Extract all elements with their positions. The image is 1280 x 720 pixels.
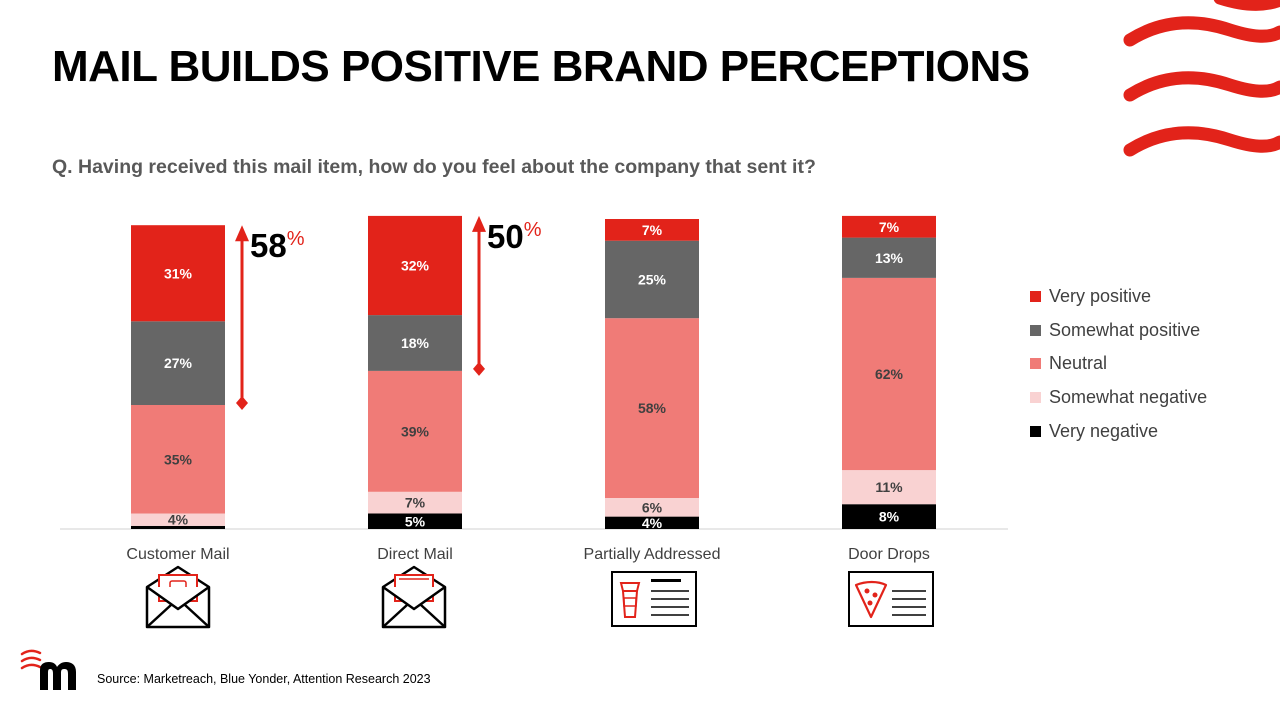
legend-item-neutral: Neutral [1030, 347, 1207, 381]
chart-legend: Very positive Somewhat positive Neutral … [1030, 280, 1207, 448]
legend-label: Somewhat negative [1049, 387, 1208, 408]
data-label: 39% [401, 423, 430, 439]
annotation-unit: % [524, 219, 542, 241]
bar-segment-very-negative [842, 504, 936, 529]
legend-swatch [1030, 291, 1041, 303]
data-label: 4% [642, 515, 663, 531]
category-label: Direct Mail [377, 546, 453, 563]
source-note: Source: Marketreach, Blue Yonder, Attent… [97, 672, 431, 686]
wave-decoration-icon [1123, 0, 1280, 157]
data-label: 8% [879, 509, 900, 525]
data-label: 25% [638, 271, 667, 287]
data-label: 35% [164, 451, 193, 467]
legend-item-somewhat-positive: Somewhat positive [1030, 314, 1207, 348]
data-label: 6% [642, 499, 663, 515]
category-label: Customer Mail [126, 546, 229, 563]
bar-segment-very-positive [131, 225, 225, 322]
legend-swatch [1030, 392, 1041, 404]
arrow-head-icon [472, 215, 486, 232]
legend-label: Somewhat positive [1049, 319, 1201, 340]
legend-label: Neutral [1049, 353, 1108, 374]
legend-swatch [1030, 358, 1041, 370]
bar-segment-neutral [842, 277, 936, 471]
data-label: 7% [405, 495, 426, 511]
category-label: Door Drops [848, 546, 930, 563]
bar-segment-very-positive [605, 219, 699, 241]
bar-segment-very-positive [368, 215, 462, 316]
legend-item-very-positive: Very positive [1030, 280, 1207, 314]
bar-segment-somewhat-positive [131, 321, 225, 405]
arrow-tail-icon [236, 396, 248, 410]
arrow-head-icon [235, 225, 249, 242]
bar-segment-very-positive [842, 215, 936, 238]
legend-label: Very positive [1049, 286, 1152, 307]
legend-swatch [1030, 324, 1041, 336]
data-label: 7% [879, 219, 900, 235]
arrow-tail-icon [473, 361, 485, 376]
bar-segment-somewhat-positive [605, 240, 699, 319]
data-label: 27% [164, 355, 193, 371]
annotation-value: 58% [250, 227, 305, 264]
bar-segment-somewhat-negative [131, 513, 225, 526]
coffee-leaflet-icon [611, 571, 697, 627]
data-label: 7% [642, 222, 663, 238]
bar-segment-very-negative [368, 513, 462, 529]
annotation-unit: % [287, 228, 305, 250]
data-label: 13% [875, 250, 904, 266]
data-label: 58% [638, 400, 667, 416]
legend-swatch [1030, 425, 1041, 437]
bar-segment-neutral [368, 370, 462, 492]
category-label: Partially Addressed [584, 546, 721, 563]
bar-segment-somewhat-negative [842, 470, 936, 505]
envelope-card-icon [145, 565, 211, 629]
annotation-value: 50% [487, 218, 542, 255]
bar-segment-very-negative [131, 525, 225, 529]
data-label: 18% [401, 335, 430, 351]
data-label: 11% [875, 479, 903, 495]
bar-segment-somewhat-negative [605, 498, 699, 517]
bar-segment-neutral [605, 318, 699, 498]
legend-item-very-negative: Very negative [1030, 414, 1207, 448]
data-label: 32% [401, 258, 430, 274]
pizza-leaflet-icon [848, 571, 934, 627]
bar-segment-very-negative [605, 516, 699, 529]
legend-item-somewhat-negative: Somewhat negative [1030, 381, 1207, 415]
data-label: 4% [168, 512, 189, 528]
data-label: 5% [405, 513, 426, 529]
marketreach-logo-icon [20, 649, 76, 690]
data-label: 31% [164, 265, 193, 281]
survey-question: Q. Having received this mail item, how d… [52, 156, 816, 178]
bar-segment-neutral [131, 405, 225, 514]
page-title: MAIL BUILDS POSITIVE BRAND PERCEPTIONS [52, 42, 1030, 91]
envelope-letter-icon [381, 565, 447, 629]
data-label: 62% [875, 366, 904, 382]
legend-label: Very negative [1049, 420, 1159, 441]
bar-segment-somewhat-positive [368, 315, 462, 371]
bar-segment-somewhat-negative [368, 491, 462, 514]
bar-segment-somewhat-positive [842, 237, 936, 278]
